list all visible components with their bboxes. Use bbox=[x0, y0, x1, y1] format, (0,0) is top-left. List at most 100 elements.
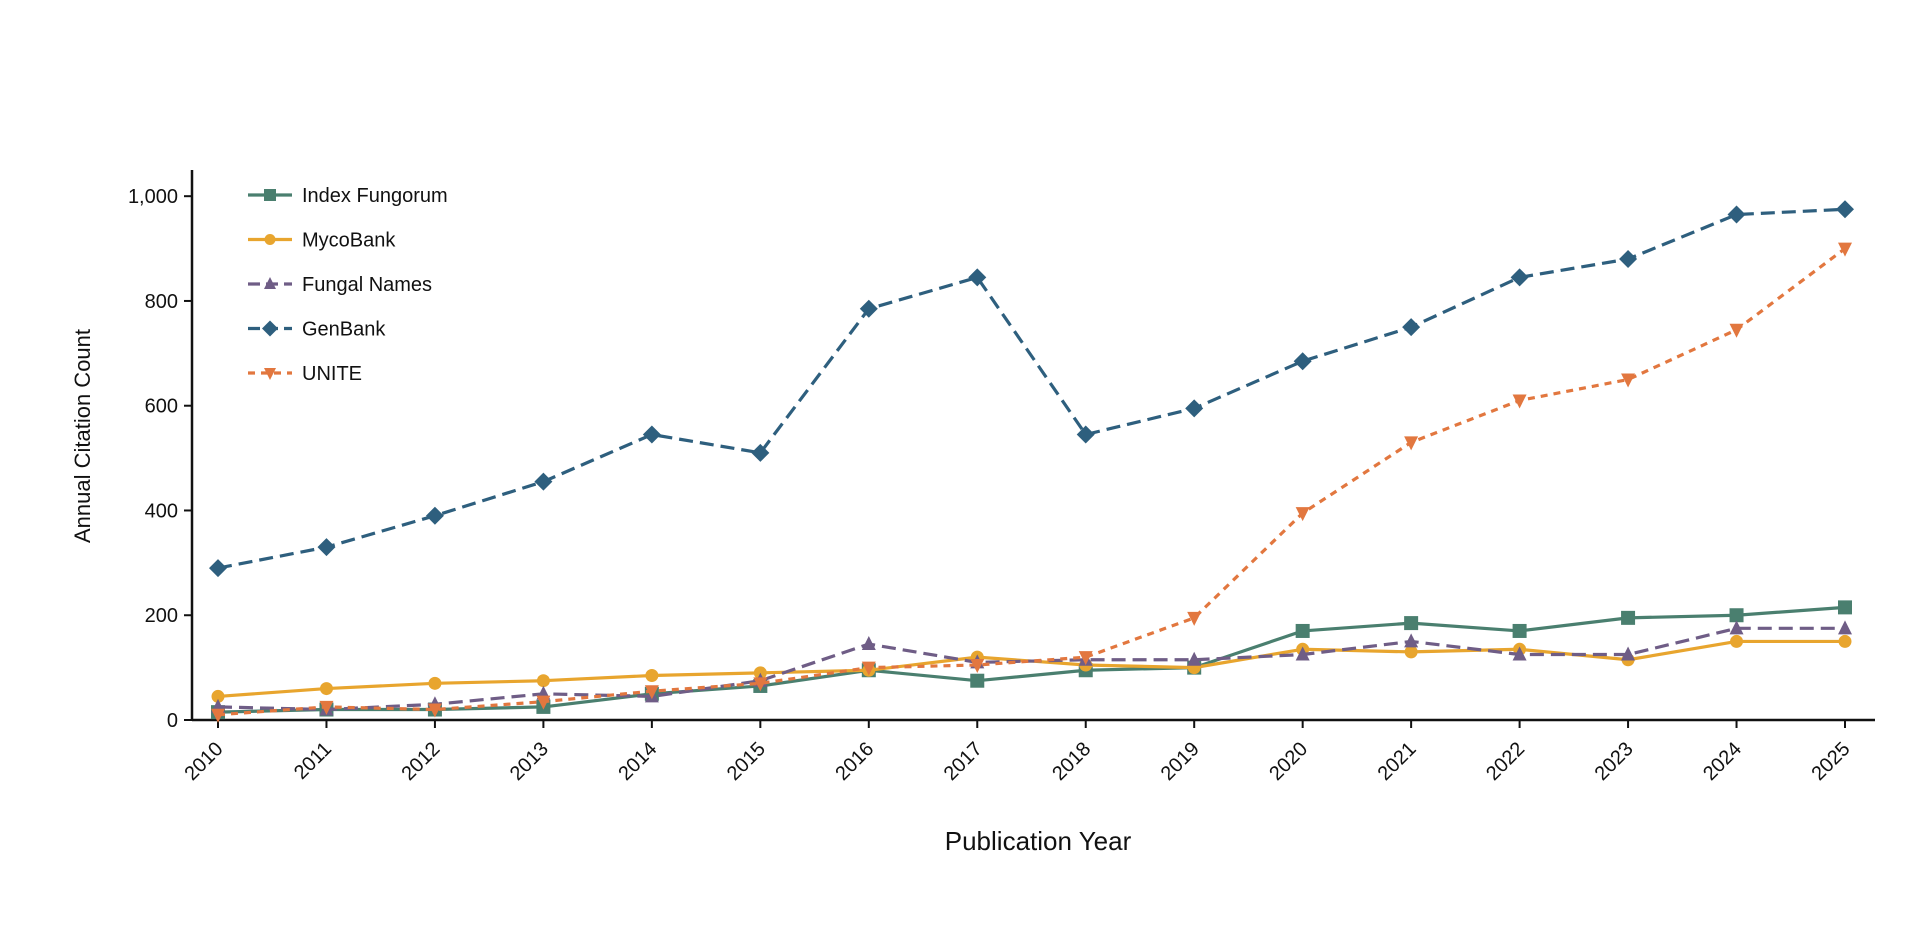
data-point bbox=[211, 689, 225, 703]
legend-marker bbox=[264, 234, 276, 245]
legend-marker bbox=[262, 320, 278, 337]
data-point bbox=[1838, 242, 1852, 257]
x-tick-label: 2022 bbox=[1482, 738, 1529, 785]
data-point bbox=[536, 674, 550, 688]
data-point bbox=[534, 472, 553, 491]
legend: Index Fungorum MycoBank Fungal Names GenBan… bbox=[248, 185, 448, 385]
legend-marker bbox=[264, 277, 276, 289]
data-point bbox=[1838, 620, 1852, 635]
legend-item: MycoBank bbox=[248, 230, 396, 252]
data-point bbox=[1402, 318, 1421, 337]
data-point bbox=[1512, 646, 1527, 661]
data-point bbox=[211, 708, 225, 723]
x-tick-label: 2019 bbox=[1157, 738, 1204, 785]
series-line-index-fungorum bbox=[217, 605, 1846, 714]
data-point bbox=[1729, 620, 1744, 635]
x-tick-label: 2016 bbox=[831, 738, 878, 785]
data-point bbox=[751, 443, 770, 462]
data-point bbox=[427, 703, 442, 718]
x-tick-label: 2011 bbox=[290, 738, 336, 784]
data-point bbox=[1621, 646, 1636, 661]
data-point bbox=[1838, 600, 1852, 615]
data-point bbox=[319, 700, 334, 715]
data-point bbox=[1510, 268, 1529, 287]
series-genbank bbox=[209, 200, 1854, 578]
legend-marker bbox=[264, 189, 276, 201]
data-point bbox=[1187, 651, 1202, 666]
legend-label: Fungal Names bbox=[302, 274, 432, 296]
y-tick-label: 0 bbox=[167, 710, 178, 732]
data-point bbox=[1293, 352, 1312, 371]
data-point bbox=[970, 673, 985, 688]
data-point bbox=[645, 668, 659, 682]
data-point bbox=[1836, 200, 1854, 219]
x-tick-label: 2021 bbox=[1374, 738, 1421, 785]
data-point bbox=[644, 685, 659, 700]
x-tick-label: 2018 bbox=[1048, 738, 1095, 785]
data-point bbox=[970, 659, 985, 673]
data-point bbox=[1078, 651, 1093, 666]
data-point bbox=[1512, 394, 1527, 409]
x-tick-label: 2025 bbox=[1808, 738, 1855, 785]
data-point bbox=[1729, 323, 1744, 338]
series-fungal-names bbox=[211, 620, 1852, 716]
data-point bbox=[968, 268, 987, 287]
data-point bbox=[861, 636, 876, 651]
data-point bbox=[319, 682, 333, 696]
data-point bbox=[1512, 623, 1527, 638]
data-point bbox=[1404, 633, 1419, 648]
legend-label: MycoBank bbox=[302, 230, 396, 252]
data-point bbox=[1295, 623, 1310, 638]
data-point bbox=[1727, 205, 1746, 224]
data-point bbox=[209, 559, 227, 578]
x-axis-title: Publication Year bbox=[945, 826, 1132, 856]
legend-item: GenBank bbox=[248, 319, 386, 341]
data-point bbox=[1295, 646, 1310, 661]
series-lines bbox=[209, 200, 1854, 723]
x-tick-label: 2010 bbox=[181, 738, 228, 785]
legend-label: GenBank bbox=[302, 319, 386, 341]
data-point bbox=[1621, 373, 1636, 388]
data-point bbox=[1730, 634, 1744, 648]
data-point bbox=[1729, 608, 1744, 623]
x-tick-label: 2012 bbox=[397, 738, 444, 785]
data-point bbox=[861, 661, 876, 676]
data-point bbox=[536, 695, 551, 710]
y-tick-label: 600 bbox=[145, 396, 178, 418]
data-point bbox=[1619, 250, 1638, 269]
data-point bbox=[1404, 645, 1418, 659]
data-point bbox=[425, 506, 444, 525]
y-axis-title: Annual Citation Count bbox=[70, 329, 95, 543]
series-unite bbox=[211, 242, 1852, 723]
legend-label: UNITE bbox=[302, 363, 362, 385]
x-tick-label: 2015 bbox=[723, 738, 770, 785]
data-point bbox=[642, 425, 661, 444]
data-point bbox=[859, 299, 878, 318]
data-point bbox=[1404, 436, 1419, 451]
series-line-genbank bbox=[217, 207, 1846, 570]
x-tick-label: 2020 bbox=[1265, 738, 1312, 785]
x-tick-label: 2024 bbox=[1699, 738, 1746, 785]
data-point bbox=[1621, 610, 1636, 625]
data-point bbox=[1295, 507, 1310, 522]
legend-item: Index Fungorum bbox=[248, 185, 448, 207]
x-tick-label: 2014 bbox=[614, 738, 661, 785]
data-point bbox=[428, 676, 442, 690]
x-tick-label: 2023 bbox=[1591, 738, 1638, 785]
series-line-unite bbox=[217, 247, 1846, 717]
data-point bbox=[317, 538, 336, 557]
data-point bbox=[1076, 425, 1095, 444]
y-tick-label: 800 bbox=[145, 291, 178, 313]
series-line-fungal-names bbox=[217, 626, 1845, 712]
y-tick-label: 200 bbox=[145, 605, 178, 627]
x-tick-label: 2017 bbox=[940, 738, 987, 785]
data-point bbox=[1187, 611, 1202, 626]
series-mycobank bbox=[211, 634, 1852, 703]
legend-item: Fungal Names bbox=[248, 274, 432, 296]
y-tick-label: 400 bbox=[145, 500, 178, 522]
data-point bbox=[1185, 399, 1204, 418]
legend-marker bbox=[264, 368, 276, 380]
legend-label: Index Fungorum bbox=[302, 185, 448, 207]
legend-item: UNITE bbox=[248, 363, 362, 385]
